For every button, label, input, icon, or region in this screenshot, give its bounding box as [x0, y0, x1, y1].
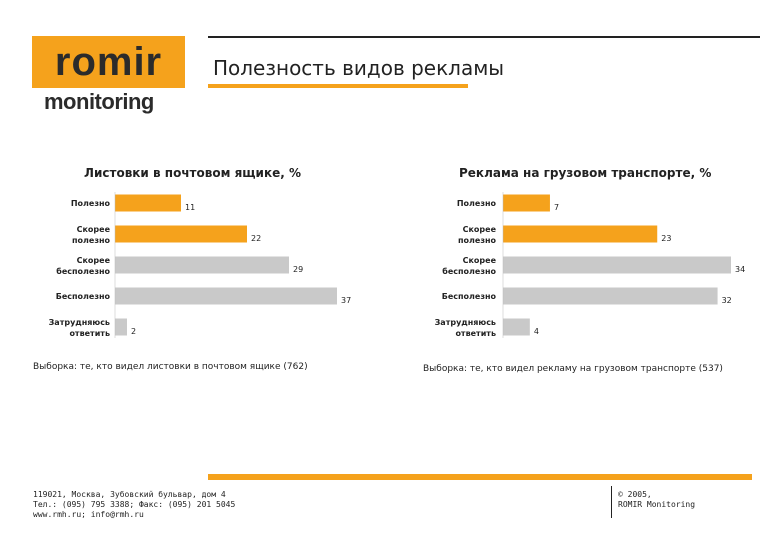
data-label: 29	[293, 265, 303, 274]
chart-right-title: Реклама на грузовом транспорте, %	[459, 166, 712, 180]
bar	[115, 225, 247, 243]
sample-right: Выборка: те, кто видел рекламу на грузов…	[423, 364, 723, 374]
footer-address-line: www.rmh.ru; info@rmh.ru	[33, 510, 144, 519]
bar	[503, 318, 530, 336]
category-label: Полезно	[457, 199, 497, 208]
footer-address-line: Тел.: (095) 795 3388; Факс: (095) 201 50…	[33, 500, 236, 509]
data-label: 37	[341, 296, 351, 305]
category-label: Скорее полезно	[72, 225, 111, 245]
chart-right: Полезно 7 Скорее полезно 23 Скорее бесполезно 3…	[435, 192, 745, 338]
data-label: 2	[131, 327, 136, 336]
data-label: 32	[722, 296, 732, 305]
category-label: Скорее бесполезно	[56, 256, 110, 276]
chart-left: Полезно 11 Скорее полезно 22 Скорее бесполезно…	[49, 192, 351, 338]
data-label: 22	[251, 234, 261, 243]
top-rule	[208, 36, 760, 38]
bottom-rule	[208, 474, 752, 480]
footer-address: 119021, Москва, Зубовский бульвар, дом 4…	[33, 490, 235, 520]
footer-address-line: 119021, Москва, Зубовский бульвар, дом 4	[33, 490, 226, 499]
sample-left: Выборка: те, кто видел листовки в почтов…	[33, 362, 308, 372]
bar	[503, 287, 718, 305]
footer-copyright-line: © 2005,	[618, 490, 652, 499]
data-label: 4	[534, 327, 539, 336]
category-label: Затрудняюсь ответить	[49, 318, 110, 338]
bar	[503, 194, 550, 212]
category-label: Скорее бесполезно	[442, 256, 496, 276]
footer-copyright: © 2005, ROMIR Monitoring	[618, 490, 695, 510]
bar	[115, 194, 181, 212]
logo-subtitle: monitoring	[44, 89, 154, 114]
category-label: Затрудняюсь ответить	[435, 318, 496, 338]
data-label: 23	[661, 234, 671, 243]
data-label: 11	[185, 203, 195, 212]
footer-divider	[611, 486, 612, 518]
logo: romir	[32, 36, 185, 88]
category-label: Бесполезно	[442, 292, 497, 301]
category-label: Скорее полезно	[458, 225, 497, 245]
bar	[503, 256, 731, 274]
category-label: Полезно	[71, 199, 111, 208]
bar	[115, 256, 289, 274]
bar	[503, 225, 658, 243]
title-underline	[208, 84, 468, 88]
data-label: 7	[554, 203, 559, 212]
logo-word: romir	[54, 40, 163, 84]
category-label: Бесполезно	[56, 292, 111, 301]
bar	[115, 287, 337, 305]
page-title: Полезность видов рекламы	[213, 56, 505, 80]
bar	[115, 318, 127, 336]
footer-copyright-line: ROMIR Monitoring	[618, 500, 696, 509]
data-label: 34	[735, 265, 745, 274]
chart-left-title: Листовки в почтовом ящике, %	[84, 166, 302, 180]
